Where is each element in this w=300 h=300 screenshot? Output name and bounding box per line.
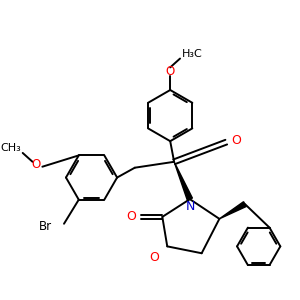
Text: O: O [32,158,41,171]
Polygon shape [219,202,246,219]
Text: O: O [126,210,136,224]
Text: O: O [231,134,241,147]
Text: Br: Br [39,220,52,233]
Text: O: O [166,65,175,78]
Text: CH₃: CH₃ [1,143,21,153]
Text: O: O [149,251,159,264]
Text: N: N [186,200,196,213]
Text: H₃C: H₃C [182,49,202,58]
Polygon shape [174,162,192,200]
